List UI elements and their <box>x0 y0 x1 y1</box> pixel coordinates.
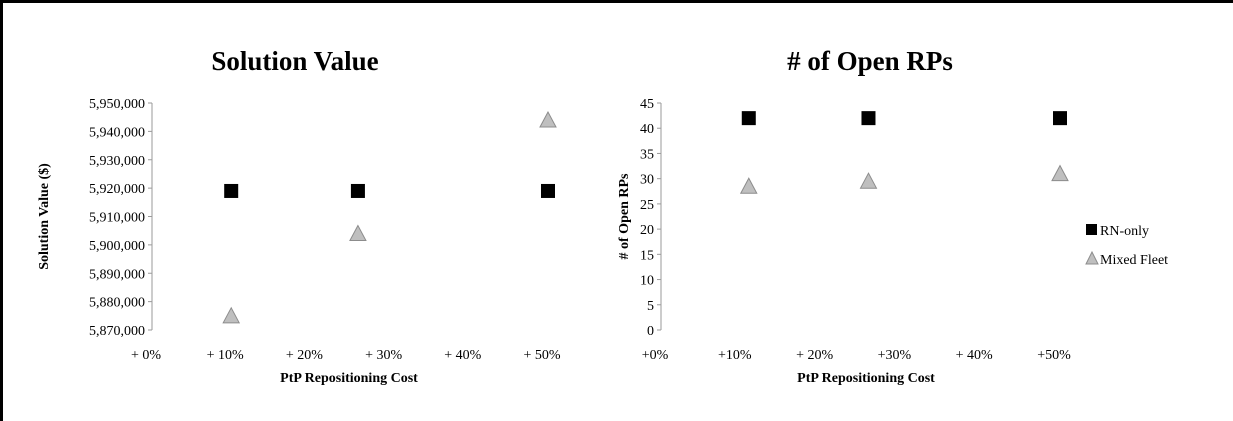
chart-solution-value: Solution Value 5,950,000 5,940,000 5,930,00… <box>37 46 561 386</box>
point-triangle <box>739 177 758 194</box>
y-tick-label: 40 <box>640 122 654 137</box>
point-triangle <box>1051 164 1069 182</box>
chart-title: # of Open RPs <box>787 46 953 76</box>
y-axis-label: Solution Value ($) <box>37 163 52 270</box>
x-tick-label: +10% <box>718 348 752 363</box>
y-tick-label: 5,890,000 <box>89 267 145 282</box>
y-tick-label: 10 <box>640 274 654 289</box>
x-tick-label: +50% <box>1037 348 1071 363</box>
chart-title: Solution Value <box>211 46 378 76</box>
y-tick-label: 5,940,000 <box>89 125 145 140</box>
y-tick-label: 5,870,000 <box>89 324 145 339</box>
y-tick-label: 0 <box>647 324 654 339</box>
point-triangle <box>539 110 557 128</box>
legend-label: Mixed Fleet <box>1100 253 1168 268</box>
y-tick-label: 45 <box>640 97 654 112</box>
y-tick-label: 25 <box>640 198 654 213</box>
x-tick-label: + 20% <box>286 348 323 363</box>
x-tick-label: + 10% <box>207 348 244 363</box>
point-square <box>1053 111 1067 126</box>
point-triangle <box>222 306 241 324</box>
x-tick-label: + 40% <box>956 348 993 363</box>
point-square <box>541 183 555 198</box>
x-axis-label: PtP Repositioning Cost <box>797 371 935 386</box>
point-square <box>861 111 876 126</box>
x-tick-label: +0% <box>642 348 669 363</box>
point-square <box>224 183 239 198</box>
point-square <box>350 183 365 198</box>
x-tick-label: + 20% <box>796 348 833 363</box>
point-square <box>741 111 756 126</box>
x-tick-label: + 40% <box>444 348 481 363</box>
y-tick-label: 5,910,000 <box>89 211 145 226</box>
y-tick-label: 30 <box>640 173 654 188</box>
legend-marker-triangle <box>1085 250 1099 265</box>
legend-label: RN-only <box>1100 224 1149 239</box>
x-tick-label: + 0% <box>131 348 161 363</box>
x-tick-label: + 30% <box>365 348 402 363</box>
x-axis-label: PtP Repositioning Cost <box>280 371 418 386</box>
chart-open-rps: # of Open RPs 45 40 35 30 25 20 15 10 5 0 +0% +10% + … <box>617 46 1071 386</box>
point-triangle <box>349 224 367 242</box>
x-tick-label: + 50% <box>523 348 560 363</box>
legend-marker-square <box>1086 224 1097 235</box>
y-axis-label: # of Open RPs <box>617 173 632 260</box>
point-triangle <box>859 172 878 189</box>
y-tick-label: 5,920,000 <box>89 182 145 197</box>
y-tick-label: 5,930,000 <box>89 154 145 169</box>
y-tick-label: 5 <box>647 299 654 314</box>
y-tick-label: 35 <box>640 147 654 162</box>
y-tick-label: 15 <box>640 248 654 263</box>
y-tick-label: 20 <box>640 223 654 238</box>
legend: RN-only Mixed Fleet <box>1085 224 1168 268</box>
y-tick-label: 5,950,000 <box>89 97 145 112</box>
x-tick-label: +30% <box>878 348 912 363</box>
y-tick-label: 5,880,000 <box>89 296 145 311</box>
y-tick-label: 5,900,000 <box>89 239 145 254</box>
